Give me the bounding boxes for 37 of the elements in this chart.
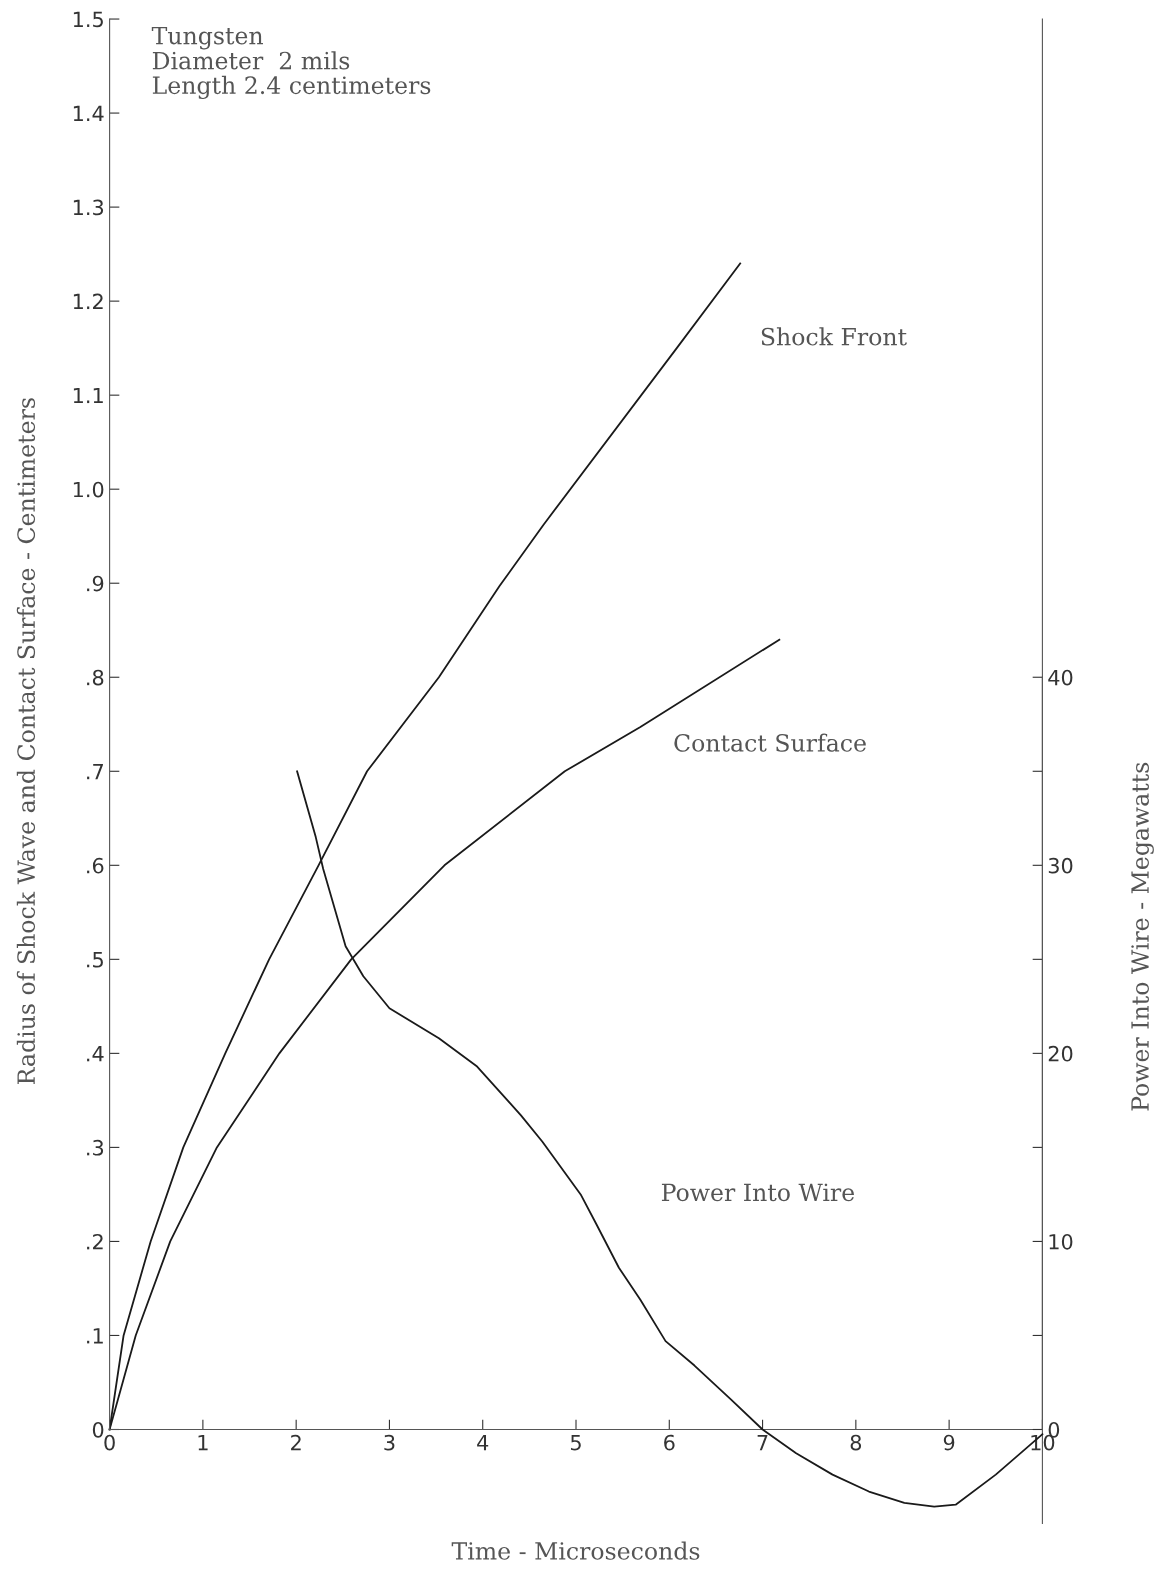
y2-tick-label: 30 (1048, 857, 1073, 874)
y-tick-label: .9 (87, 575, 104, 592)
text: Power Into Wire (661, 1183, 854, 1202)
x-tick-label: 3 (384, 1434, 395, 1451)
x-tick-label: 1 (198, 1434, 208, 1451)
y-tick-label: 1.5 (73, 11, 103, 28)
y-tick-label: 0 (92, 1421, 104, 1438)
annotation: Tungsten Diameter 2 mils Length 2.4 centimeters (151, 26, 431, 100)
y-tick-label: .4 (87, 1046, 104, 1062)
y2-tick-label: 10 (1049, 1233, 1073, 1250)
x-tick-label: 8 (850, 1434, 862, 1451)
y2-tick-label: 20 (1048, 1045, 1073, 1062)
y-tick-label: .3 (87, 1139, 104, 1156)
y-tick-label: .8 (87, 669, 104, 686)
x-tick-label: 9 (943, 1434, 955, 1451)
series-label: Contact Surface (674, 733, 866, 752)
y2-axis-title: Power Into Wire - Megawatts (1131, 762, 1154, 1111)
y-axis-title: Radius of Shock Wave and Contact Surface - Centimeters (16, 398, 36, 1085)
y-tick-label: .2 (87, 1233, 103, 1250)
x-tick-label: 5 (570, 1434, 581, 1451)
x-tick-label: 4 (477, 1434, 489, 1451)
x-tick-label: 6 (664, 1434, 675, 1451)
y-tick-label: .6 (87, 857, 104, 874)
text: Shock Front (761, 327, 907, 346)
x-tick-label: 7 (757, 1434, 768, 1451)
y-tick-label: 1.0 (73, 481, 104, 498)
y2-tick-label: 40 (1048, 669, 1073, 686)
y-tick-label: 1.1 (73, 387, 103, 404)
y-tick-label: 1.2 (73, 293, 103, 310)
x-tick-label: 2 (291, 1434, 301, 1451)
y-tick-label: .1 (87, 1328, 103, 1344)
y-tick-label: .7 (87, 764, 103, 780)
x-axis-title: Time - Microseconds (451, 1541, 700, 1560)
x-tick-label: 0 (104, 1434, 115, 1451)
y-tick-label: 1.3 (73, 199, 104, 216)
y-tick-label: 1.4 (73, 105, 104, 121)
y-tick-label: .5 (87, 952, 103, 968)
